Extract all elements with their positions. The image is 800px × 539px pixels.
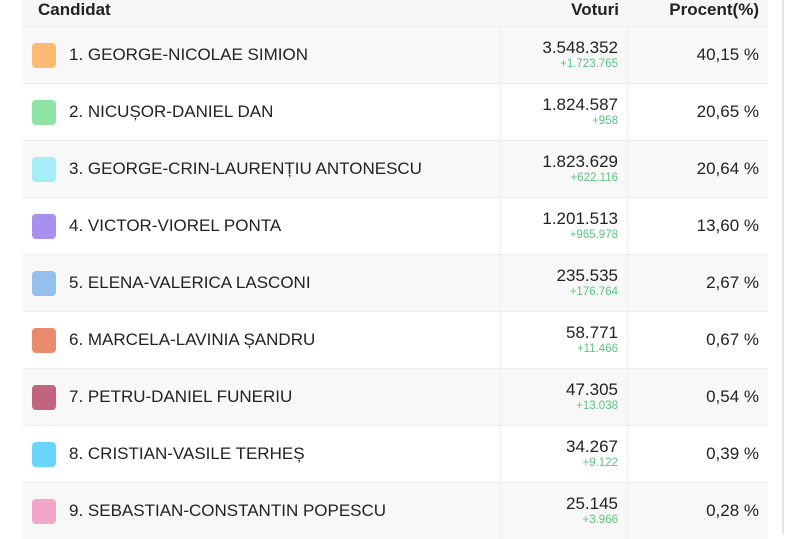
- candidate-name: 5. ELENA-VALERICA LASCONI: [69, 273, 311, 292]
- scrollbar[interactable]: [782, 0, 784, 534]
- votes-value: 1.201.513: [542, 209, 618, 228]
- votes-delta: +11.466: [576, 343, 618, 355]
- candidate-cell: 6. MARCELA-LAVINIA ȘANDRU: [22, 312, 500, 368]
- votes-cell: 3.548.352 +1.723.765: [500, 27, 628, 83]
- color-swatch-icon: [32, 42, 56, 68]
- percent-value: 13,60 %: [696, 216, 759, 235]
- table-row[interactable]: 5. ELENA-VALERICA LASCONI 235.535 +176.7…: [22, 254, 768, 311]
- candidate-cell: 9. SEBASTIAN-CONSTANTIN POPESCU: [22, 483, 500, 539]
- table-row[interactable]: 3. GEORGE-CRIN-LAURENȚIU ANTONESCU 1.823…: [22, 140, 768, 197]
- header-votes[interactable]: Voturi: [571, 0, 619, 19]
- votes-delta: +958: [592, 115, 618, 127]
- table-row[interactable]: 4. VICTOR-VIOREL PONTA 1.201.513 +965.97…: [22, 197, 768, 254]
- votes-cell: 1.824.587 +958: [500, 84, 628, 140]
- percent-value: 40,15 %: [696, 45, 759, 64]
- votes-value: 58.771: [566, 323, 618, 342]
- color-swatch-icon: [32, 156, 56, 182]
- candidate-cell: 3. GEORGE-CRIN-LAURENȚIU ANTONESCU: [22, 141, 500, 197]
- votes-cell: 1.823.629 +622.116: [500, 141, 628, 197]
- candidate-cell: 2. NICUȘOR-DANIEL DAN: [22, 84, 500, 140]
- color-swatch-icon: [32, 99, 56, 125]
- percent-value: 0,28 %: [706, 501, 759, 520]
- percent-value: 20,65 %: [696, 102, 759, 121]
- candidate-cell: 7. PETRU-DANIEL FUNERIU: [22, 369, 500, 425]
- percent-value: 0,39 %: [706, 444, 759, 463]
- table-row[interactable]: 8. CRISTIAN-VASILE TERHEȘ 34.267 +9.122 …: [22, 425, 768, 482]
- table-header: Candidat Voturi Procent(%): [22, 0, 768, 26]
- votes-cell: 25.145 +3.966: [500, 483, 628, 539]
- votes-delta: +13.038: [576, 400, 618, 412]
- candidate-cell: 5. ELENA-VALERICA LASCONI: [22, 255, 500, 311]
- table-row[interactable]: 1. GEORGE-NICOLAE SIMION 3.548.352 +1.72…: [22, 26, 768, 83]
- table-row[interactable]: 9. SEBASTIAN-CONSTANTIN POPESCU 25.145 +…: [22, 482, 768, 539]
- votes-value: 47.305: [566, 380, 618, 399]
- candidate-name: 8. CRISTIAN-VASILE TERHEȘ: [69, 444, 305, 463]
- candidate-cell: 4. VICTOR-VIOREL PONTA: [22, 198, 500, 254]
- votes-delta: +1.723.765: [560, 58, 618, 70]
- table-row[interactable]: 6. MARCELA-LAVINIA ȘANDRU 58.771 +11.466…: [22, 311, 768, 368]
- percent-value: 20,64 %: [696, 159, 759, 178]
- percent-value: 0,54 %: [706, 387, 759, 406]
- votes-cell: 34.267 +9.122: [500, 426, 628, 482]
- color-swatch-icon: [32, 441, 56, 467]
- color-swatch-icon: [32, 213, 56, 239]
- percent-value: 0,67 %: [706, 330, 759, 349]
- candidate-name: 6. MARCELA-LAVINIA ȘANDRU: [69, 330, 316, 349]
- votes-value: 34.267: [566, 437, 618, 456]
- votes-value: 1.824.587: [542, 95, 618, 114]
- header-candidate[interactable]: Candidat: [38, 0, 111, 19]
- votes-value: 25.145: [566, 494, 618, 513]
- color-swatch-icon: [32, 498, 56, 524]
- votes-delta: +965.978: [569, 229, 618, 241]
- votes-value: 1.823.629: [542, 152, 618, 171]
- table-body: 1. GEORGE-NICOLAE SIMION 3.548.352 +1.72…: [22, 26, 768, 539]
- color-swatch-icon: [32, 327, 56, 353]
- votes-delta: +622.116: [570, 172, 618, 184]
- table-row[interactable]: 2. NICUȘOR-DANIEL DAN 1.824.587 +958 20,…: [22, 83, 768, 140]
- votes-cell: 58.771 +11.466: [500, 312, 628, 368]
- candidate-name: 3. GEORGE-CRIN-LAURENȚIU ANTONESCU: [69, 159, 422, 178]
- color-swatch-icon: [32, 384, 56, 410]
- votes-cell: 47.305 +13.038: [500, 369, 628, 425]
- votes-delta: +9.122: [582, 457, 619, 469]
- candidate-name: 9. SEBASTIAN-CONSTANTIN POPESCU: [69, 501, 387, 520]
- results-table: Candidat Voturi Procent(%) 1. GEORGE-NIC…: [22, 0, 768, 539]
- candidate-name: 1. GEORGE-NICOLAE SIMION: [69, 45, 308, 64]
- votes-cell: 1.201.513 +965.978: [500, 198, 628, 254]
- candidate-name: 7. PETRU-DANIEL FUNERIU: [69, 387, 293, 406]
- votes-value: 3.548.352: [542, 38, 618, 57]
- votes-delta: +3.966: [582, 514, 619, 526]
- votes-cell: 235.535 +176.764: [500, 255, 628, 311]
- percent-value: 2,67 %: [706, 273, 759, 292]
- candidate-cell: 1. GEORGE-NICOLAE SIMION: [22, 27, 500, 83]
- votes-delta: +176.764: [569, 286, 618, 298]
- color-swatch-icon: [32, 270, 56, 296]
- header-percent[interactable]: Procent(%): [669, 0, 759, 19]
- votes-value: 235.535: [556, 266, 618, 285]
- candidate-name: 4. VICTOR-VIOREL PONTA: [69, 216, 282, 235]
- table-row[interactable]: 7. PETRU-DANIEL FUNERIU 47.305 +13.038 0…: [22, 368, 768, 425]
- candidate-name: 2. NICUȘOR-DANIEL DAN: [69, 102, 274, 121]
- candidate-cell: 8. CRISTIAN-VASILE TERHEȘ: [22, 426, 500, 482]
